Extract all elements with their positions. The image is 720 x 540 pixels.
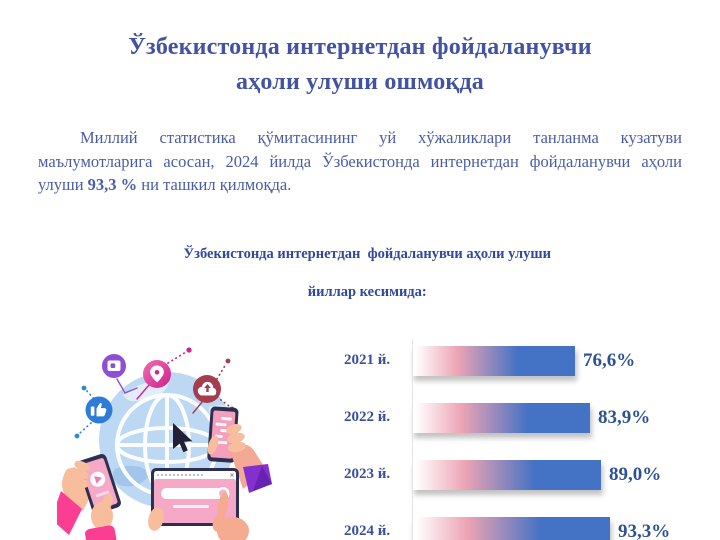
chart-heading-line-1: Ўзбекистонда интернетдан фойдаланувчи аҳ…: [183, 245, 551, 262]
bottom-left-hand: [85, 492, 119, 540]
intro-highlight: 93,3 %: [87, 175, 138, 194]
bar: [412, 345, 575, 376]
intro-paragraph: Миллий статистика қўмитасининг уй хўжали…: [38, 126, 682, 197]
value-label: 76,6%: [583, 349, 636, 371]
right-hand: [207, 423, 272, 493]
chart-row: 2023 й. 89,0%: [344, 459, 670, 490]
cursor-arrow-icon: [173, 422, 193, 452]
bar: [412, 516, 610, 540]
year-label: 2023 й.: [344, 466, 391, 482]
chart-heading-line-2: йиллар кесимида:: [307, 283, 427, 300]
year-label: 2022 й.: [344, 409, 391, 425]
value-label: 93,3%: [618, 520, 671, 540]
chart-row: 2022 й. 83,9%: [344, 402, 670, 433]
chart-heading: Ўзбекистонда интернетдан фойдаланувчи аҳ…: [0, 226, 720, 321]
location-pin-icon: [143, 359, 171, 388]
internet-devices-illustration: [57, 346, 272, 540]
left-hand-fingers: [71, 460, 90, 488]
page-title: Ўзбекистонда интернетдан фойдаланувчи аҳ…: [0, 0, 720, 100]
bar: [412, 459, 601, 490]
chart-row: 2021 й. 76,6%: [344, 345, 670, 376]
intro-text-after: ни ташкил қилмоқда.: [137, 175, 292, 194]
value-label: 89,0%: [609, 463, 662, 485]
left-hand: [57, 466, 93, 535]
chart-rows: 2021 й. 76,6% 2022 й. 83,9% 2023 й. 89,0% 2024…: [344, 338, 671, 540]
thumbs-up-icon: [85, 396, 113, 423]
value-label: 83,9%: [598, 406, 651, 428]
content-row: 2021 й. 76,6% 2022 й. 83,9% 2023 й. 89,0% 2024…: [0, 333, 720, 540]
bar-chart: 2021 й. 76,6% 2022 й. 83,9% 2023 й. 89,0% 2024…: [344, 333, 670, 540]
title-line-1: Ўзбекистонда интернетдан фойдаланувчи: [128, 34, 592, 60]
title-line-2: аҳоли улуши ошмоқда: [236, 69, 484, 95]
cloud-upload-icon: [193, 374, 221, 403]
tablet-hands: [148, 491, 249, 540]
tablet-icon: [151, 467, 239, 526]
year-label: 2021 й.: [344, 352, 391, 368]
media-screen-icon: [102, 353, 126, 378]
year-label: 2024 й.: [344, 523, 391, 539]
chart-row: 2024 й. 93,3%: [344, 516, 671, 540]
intro-text-before: Миллий статистика қўмитасининг уй хўжали…: [38, 128, 682, 194]
bar: [412, 402, 590, 433]
